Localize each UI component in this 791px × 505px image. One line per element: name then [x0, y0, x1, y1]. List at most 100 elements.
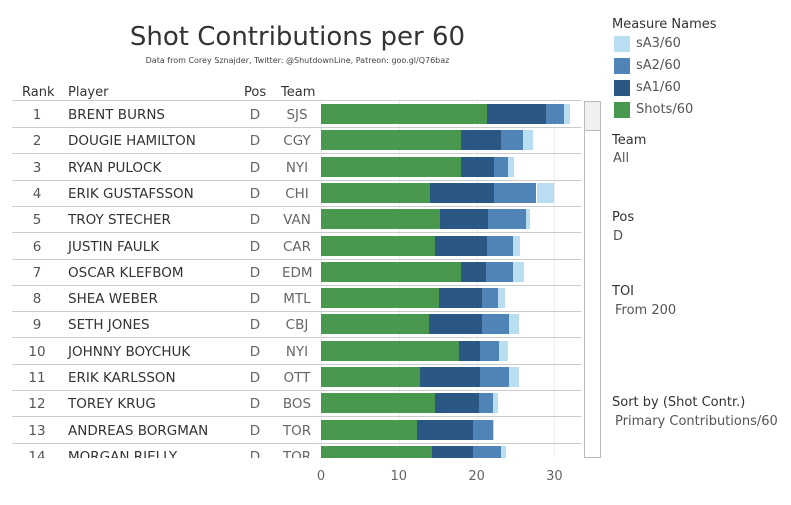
bar-sa2-segment[interactable]	[494, 156, 509, 177]
pos-cell: D	[249, 264, 261, 281]
bar-shots-segment[interactable]	[321, 288, 440, 309]
table-row[interactable]: 1 BRENT BURNS D SJS	[12, 101, 581, 128]
bar-sa1-segment[interactable]	[439, 288, 483, 309]
bar-sa3-segment[interactable]	[509, 314, 519, 335]
bar-sa2-segment[interactable]	[473, 445, 502, 458]
header-team[interactable]: Team	[281, 85, 316, 100]
legend-swatch[interactable]	[614, 102, 630, 118]
bar-sa3-segment[interactable]	[498, 288, 505, 309]
table-row[interactable]: 6 JUSTIN FAULK D CAR	[12, 233, 581, 260]
table-row[interactable]: 2 DOUGIE HAMILTON D CGY	[12, 127, 581, 155]
team-cell: NYI	[285, 159, 309, 176]
bar-sa3-segment[interactable]	[525, 209, 531, 230]
scrollbar-thumb[interactable]	[585, 102, 600, 131]
bar-sa1-segment[interactable]	[434, 393, 479, 414]
legend-swatch[interactable]	[614, 36, 630, 52]
bar-shots-segment[interactable]	[321, 419, 418, 440]
pos-cell: D	[249, 107, 261, 123]
filter-team-label: Team	[612, 133, 647, 148]
bar-shots-segment[interactable]	[321, 367, 420, 387]
legend-label[interactable]: sA1/60	[636, 80, 681, 95]
table-row[interactable]: 7 OSCAR KLEFBOM D EDM	[12, 259, 581, 286]
header-rank[interactable]: Rank	[22, 85, 55, 100]
bar-sa2-segment[interactable]	[501, 130, 524, 151]
bar-sa1-segment[interactable]	[429, 314, 483, 335]
bar-sa1-segment[interactable]	[419, 367, 480, 387]
filter-team-value[interactable]: All	[613, 151, 630, 166]
table-row[interactable]: 5 TROY STECHER D VAN	[12, 206, 581, 234]
bar-sa3-segment[interactable]	[492, 419, 494, 440]
bar-shots-segment[interactable]	[321, 156, 462, 177]
legend-label[interactable]: sA3/60	[636, 36, 681, 51]
filter-pos-value[interactable]: D	[613, 229, 624, 244]
bar-sa2-segment[interactable]	[488, 209, 526, 230]
bar-sa2-segment[interactable]	[473, 419, 493, 440]
bar-sa1-segment[interactable]	[487, 104, 546, 124]
bar-sa3-segment[interactable]	[509, 367, 519, 387]
bar-sa1-segment[interactable]	[417, 419, 474, 440]
header-pos[interactable]: Pos	[244, 85, 267, 100]
bar-shots-segment[interactable]	[321, 182, 430, 203]
table-row[interactable]: 10 JOHNNY BOYCHUK D NYI	[12, 338, 581, 365]
bar-shots-segment[interactable]	[321, 130, 462, 151]
bar-sa3-segment[interactable]	[563, 104, 570, 124]
bar-sa2-segment[interactable]	[479, 367, 510, 387]
table-row[interactable]: 13 ANDREAS BORGMAN D TOR	[12, 417, 581, 444]
bar-sa1-segment[interactable]	[458, 340, 481, 361]
bar-sa3-segment[interactable]	[513, 261, 525, 282]
bar-shots-segment[interactable]	[321, 104, 488, 124]
bar-shots-segment[interactable]	[321, 340, 459, 361]
bar-sa3-segment[interactable]	[508, 156, 514, 177]
table-row[interactable]: 11 ERIK KARLSSON D OTT	[12, 364, 581, 391]
bar-sa3-segment[interactable]	[523, 130, 533, 151]
header-player[interactable]: Player	[68, 85, 109, 100]
team-cell: SJS	[286, 107, 308, 123]
bar-shots-segment[interactable]	[321, 261, 462, 282]
bar-sa2-segment[interactable]	[485, 261, 514, 282]
bar-sa3-segment[interactable]	[501, 445, 507, 458]
bar-sa3-segment[interactable]	[513, 235, 521, 256]
bar-sa1-segment[interactable]	[432, 445, 474, 458]
bar-sa2-segment[interactable]	[487, 235, 514, 256]
bar-sa2-segment[interactable]	[545, 104, 564, 124]
bar-sa2-segment[interactable]	[480, 340, 500, 361]
bar-sa1-segment[interactable]	[429, 182, 495, 203]
bar-shots-segment[interactable]	[321, 235, 435, 256]
legend-swatch[interactable]	[614, 80, 630, 96]
rank-cell: 5	[32, 212, 42, 229]
bar-sa1-segment[interactable]	[440, 209, 489, 230]
bar-sa3-segment[interactable]	[492, 393, 499, 414]
bar-sa3-segment[interactable]	[536, 182, 554, 203]
bar-sa2-segment[interactable]	[494, 182, 537, 203]
player-cell: BRENT BURNS	[68, 107, 165, 123]
table-row[interactable]: 8 SHEA WEBER D MTL	[12, 285, 581, 313]
table-row[interactable]: 9 SETH JONES D CBJ	[12, 311, 581, 339]
pos-cell: D	[249, 238, 261, 255]
filter-toi-value[interactable]: From 200	[615, 303, 677, 318]
legend-label[interactable]: sA2/60	[636, 58, 681, 73]
bar-sa1-segment[interactable]	[461, 156, 495, 177]
table-row[interactable]: 4 ERIK GUSTAFSSON D CHI	[12, 180, 581, 207]
legend-label[interactable]: Shots/60	[636, 102, 694, 117]
table-row[interactable]: 14 MORGAN RIELLY D TOR	[12, 443, 581, 458]
player-cell: JUSTIN FAULK	[68, 238, 160, 255]
bar-sa2-segment[interactable]	[478, 393, 493, 414]
table-row[interactable]: 12 TOREY KRUG D BOS	[12, 390, 581, 418]
bar-shots-segment[interactable]	[321, 314, 430, 335]
bar-shots-segment[interactable]	[321, 393, 435, 414]
bar-sa1-segment[interactable]	[461, 130, 502, 151]
bar-sa2-segment[interactable]	[482, 288, 499, 309]
bar-sa1-segment[interactable]	[434, 235, 488, 256]
vertical-scrollbar[interactable]	[584, 101, 601, 458]
legend-swatch[interactable]	[614, 58, 630, 74]
bar-shots-segment[interactable]	[321, 209, 441, 230]
bar-shots-segment[interactable]	[321, 445, 433, 458]
bar-sa3-segment[interactable]	[499, 340, 509, 361]
table-row[interactable]: 3 RYAN PULOCK D NYI	[12, 154, 581, 181]
sort-by-value[interactable]: Primary Contributions/60	[615, 414, 778, 429]
bar-sa2-segment[interactable]	[482, 314, 510, 335]
gridline	[554, 101, 556, 458]
pos-cell: D	[249, 422, 261, 439]
bar-sa1-segment[interactable]	[461, 261, 486, 282]
